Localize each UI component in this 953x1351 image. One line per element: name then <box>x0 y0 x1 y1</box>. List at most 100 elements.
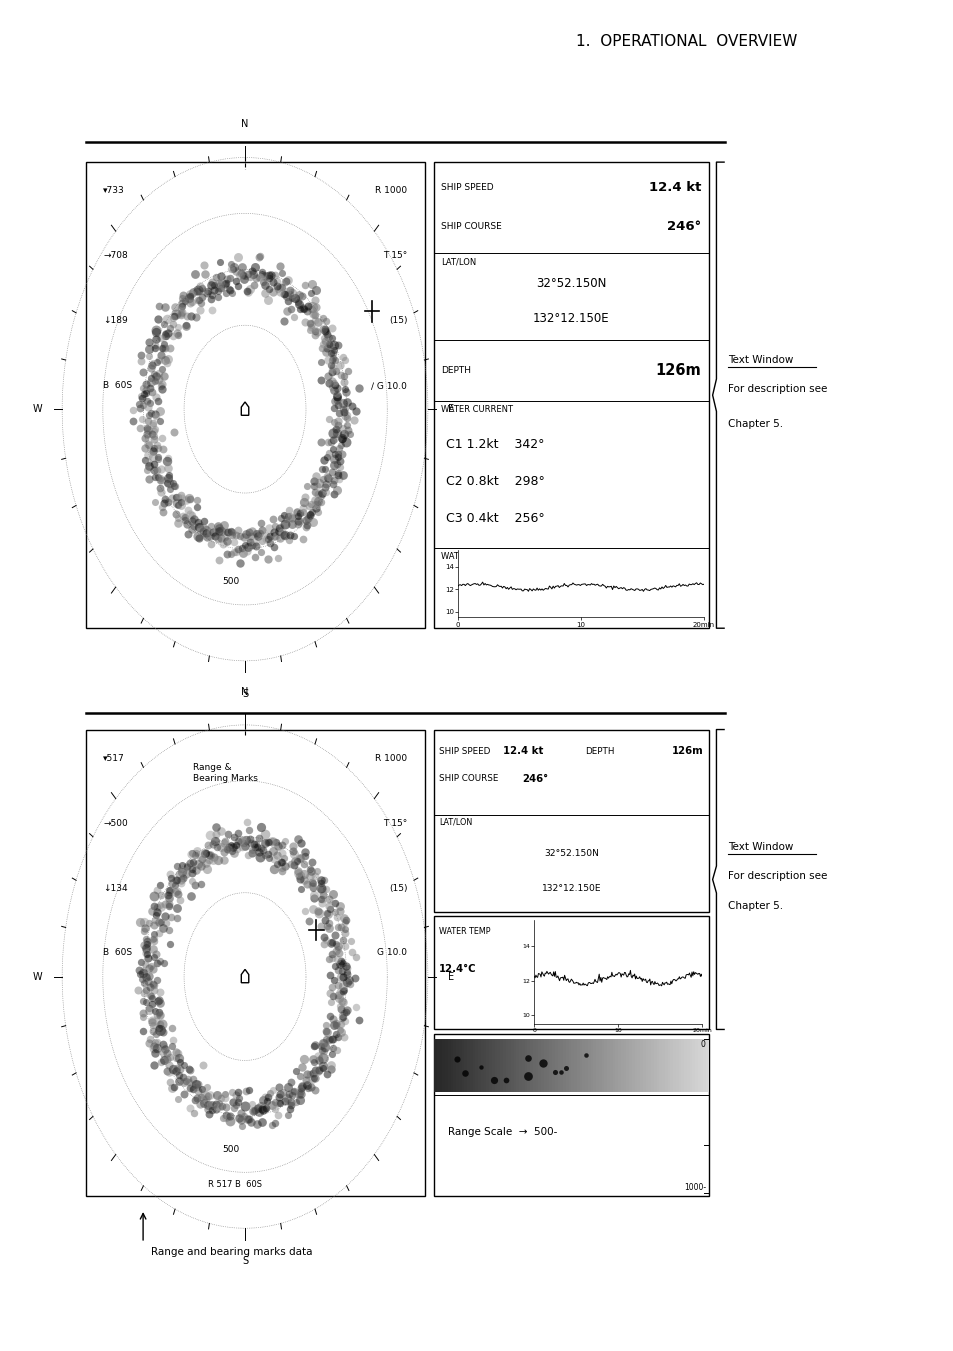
Bar <box>702 1039 705 1093</box>
Text: WATER CURRENT: WATER CURRENT <box>440 405 512 413</box>
Text: ↓134: ↓134 <box>103 884 128 893</box>
Text: Chapter 5.: Chapter 5. <box>727 901 782 911</box>
Bar <box>533 1039 536 1093</box>
Bar <box>516 1039 518 1093</box>
Text: E: E <box>448 404 454 415</box>
Text: 132°12.150E: 132°12.150E <box>533 312 609 324</box>
Bar <box>483 1039 486 1093</box>
Bar <box>472 1039 475 1093</box>
Text: WATER TEMP: WATER TEMP <box>438 927 490 936</box>
Text: 32°52.150N: 32°52.150N <box>543 848 598 858</box>
Text: N: N <box>241 119 249 130</box>
Bar <box>574 1039 577 1093</box>
Text: G 10.0: G 10.0 <box>377 948 407 958</box>
Bar <box>618 1039 620 1093</box>
Bar <box>615 1039 618 1093</box>
Text: Text Window: Text Window <box>727 843 793 852</box>
Text: ▾733: ▾733 <box>103 186 125 196</box>
Bar <box>661 1039 664 1093</box>
Text: DEPTH: DEPTH <box>440 366 470 376</box>
Text: 500: 500 <box>222 1144 239 1154</box>
Bar <box>511 1039 514 1093</box>
Bar <box>601 1039 604 1093</box>
Text: Range Scale  →  500-: Range Scale → 500- <box>448 1127 558 1138</box>
Bar <box>692 1039 695 1093</box>
Text: C3 0.4kt    256°: C3 0.4kt 256° <box>445 512 544 526</box>
Bar <box>521 1039 524 1093</box>
Text: B  60S: B 60S <box>103 948 132 958</box>
Bar <box>582 1039 584 1093</box>
Bar <box>475 1039 477 1093</box>
Bar <box>596 1039 598 1093</box>
Text: →500: →500 <box>103 819 128 828</box>
Bar <box>458 1039 461 1093</box>
Bar <box>653 1039 656 1093</box>
Bar <box>549 1039 552 1093</box>
Bar <box>700 1039 702 1093</box>
Bar <box>664 1039 667 1093</box>
Text: SHIP SPEED: SHIP SPEED <box>440 184 493 192</box>
Bar <box>497 1039 499 1093</box>
Bar <box>683 1039 686 1093</box>
Text: E: E <box>448 971 454 982</box>
Bar <box>571 1039 574 1093</box>
Text: S: S <box>242 689 248 698</box>
Text: W: W <box>32 971 42 982</box>
Bar <box>518 1039 521 1093</box>
Bar <box>634 1039 637 1093</box>
Text: 500: 500 <box>222 577 239 586</box>
Bar <box>612 1039 615 1093</box>
Bar <box>453 1039 456 1093</box>
Bar <box>593 1039 596 1093</box>
Text: S: S <box>242 1256 248 1266</box>
Polygon shape <box>241 970 249 982</box>
Text: 12.4°C: 12.4°C <box>652 553 700 565</box>
Text: 1000-: 1000- <box>683 1182 705 1192</box>
Bar <box>489 1039 491 1093</box>
Bar <box>559 1039 562 1093</box>
Bar <box>604 1039 606 1093</box>
Bar <box>447 1039 450 1093</box>
Bar <box>486 1039 489 1093</box>
Text: 12.4°C: 12.4°C <box>438 963 476 974</box>
Bar <box>537 1039 540 1093</box>
Text: 126m: 126m <box>672 746 703 757</box>
FancyBboxPatch shape <box>434 162 708 628</box>
Bar <box>450 1039 453 1093</box>
Bar <box>678 1039 680 1093</box>
Bar <box>543 1039 546 1093</box>
Bar <box>494 1039 497 1093</box>
Bar <box>579 1039 582 1093</box>
Bar <box>689 1039 692 1093</box>
Text: N: N <box>241 686 249 697</box>
Text: 32°52.150N: 32°52.150N <box>536 277 606 290</box>
Text: For description see: For description see <box>727 384 826 394</box>
Bar <box>642 1039 645 1093</box>
Bar <box>659 1039 661 1093</box>
Text: WATER TEMP: WATER TEMP <box>440 553 495 561</box>
Text: DEPTH: DEPTH <box>584 747 614 757</box>
Bar <box>623 1039 626 1093</box>
Bar <box>651 1039 653 1093</box>
Bar <box>461 1039 464 1093</box>
Bar <box>562 1039 565 1093</box>
Text: SHIP SPEED: SHIP SPEED <box>438 747 490 757</box>
FancyBboxPatch shape <box>86 730 424 1196</box>
Bar <box>697 1039 700 1093</box>
Text: T 15°: T 15° <box>383 819 407 828</box>
Bar <box>439 1039 442 1093</box>
Bar <box>456 1039 458 1093</box>
Text: Range and bearing marks data: Range and bearing marks data <box>151 1247 312 1256</box>
Text: Text Window: Text Window <box>727 355 793 365</box>
FancyBboxPatch shape <box>86 162 424 628</box>
Text: Chapter 5.: Chapter 5. <box>727 419 782 430</box>
Bar <box>670 1039 673 1093</box>
Polygon shape <box>241 403 249 415</box>
Bar <box>540 1039 543 1093</box>
Text: T 15°: T 15° <box>383 251 407 261</box>
Bar <box>536 1039 537 1093</box>
Bar <box>590 1039 593 1093</box>
Bar <box>565 1039 568 1093</box>
Text: 246°: 246° <box>666 220 700 232</box>
Bar <box>527 1039 530 1093</box>
